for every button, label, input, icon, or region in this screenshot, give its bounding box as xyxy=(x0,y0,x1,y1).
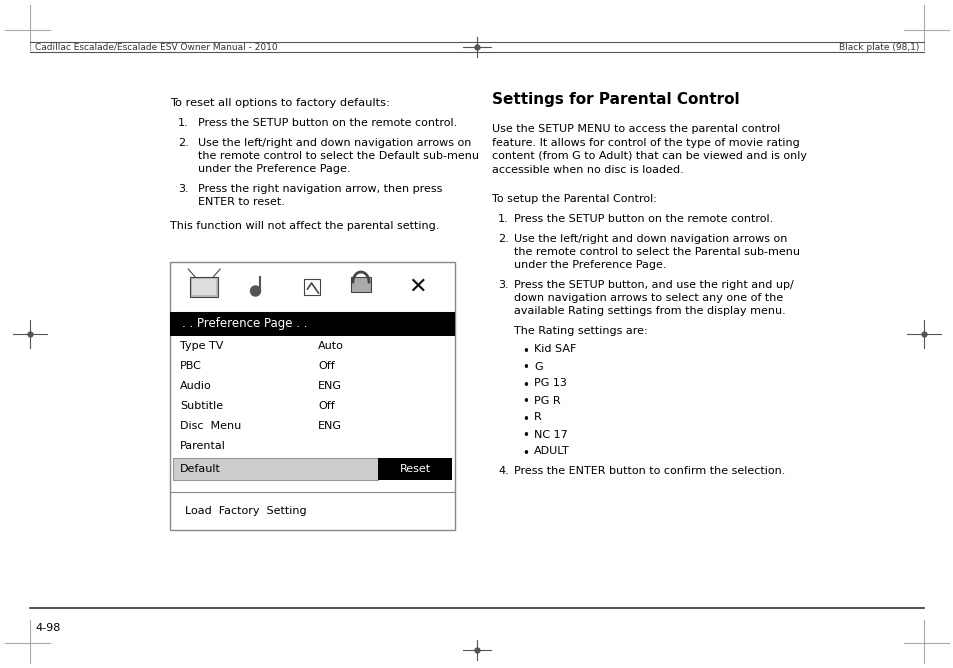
Text: •: • xyxy=(521,395,528,409)
Text: The Rating settings are:: The Rating settings are: xyxy=(514,327,647,337)
Text: •: • xyxy=(521,345,528,357)
Text: Use the left/right and down navigation arrows on
the remote control to select th: Use the left/right and down navigation a… xyxy=(198,138,478,174)
Text: Press the SETUP button, and use the right and up/
down navigation arrows to sele: Press the SETUP button, and use the righ… xyxy=(514,280,793,317)
Text: •: • xyxy=(521,430,528,442)
Text: 3.: 3. xyxy=(178,184,189,194)
Text: Auto: Auto xyxy=(318,341,344,351)
Text: Audio: Audio xyxy=(180,381,212,391)
Text: Off: Off xyxy=(318,361,335,371)
Text: To reset all options to factory defaults:: To reset all options to factory defaults… xyxy=(170,98,390,108)
Text: 1.: 1. xyxy=(497,214,508,224)
Text: •: • xyxy=(521,413,528,426)
Text: R: R xyxy=(534,413,541,422)
Text: Black plate (98,1): Black plate (98,1) xyxy=(838,43,918,51)
Text: To setup the Parental Control:: To setup the Parental Control: xyxy=(492,194,657,204)
Bar xyxy=(192,279,216,295)
Text: 3.: 3. xyxy=(497,280,508,290)
Text: ENG: ENG xyxy=(318,421,342,431)
Text: ADULT: ADULT xyxy=(534,446,569,456)
Text: 4-98: 4-98 xyxy=(35,623,60,633)
Text: 2.: 2. xyxy=(497,234,508,244)
Text: •: • xyxy=(521,379,528,391)
Text: Kid SAF: Kid SAF xyxy=(534,345,576,355)
Text: Press the SETUP button on the remote control.: Press the SETUP button on the remote con… xyxy=(514,214,773,224)
Text: 4.: 4. xyxy=(497,466,508,476)
Text: Settings for Parental Control: Settings for Parental Control xyxy=(492,92,739,107)
Text: ENG: ENG xyxy=(318,381,342,391)
Text: Cadillac Escalade/Escalade ESV Owner Manual - 2010: Cadillac Escalade/Escalade ESV Owner Man… xyxy=(35,43,277,51)
Bar xyxy=(170,312,455,336)
Text: PG R: PG R xyxy=(534,395,560,405)
Text: Default: Default xyxy=(180,464,221,474)
Bar xyxy=(170,262,455,530)
Text: Type TV: Type TV xyxy=(180,341,223,351)
Bar xyxy=(377,458,452,480)
Text: PG 13: PG 13 xyxy=(534,379,566,389)
Text: Subtitle: Subtitle xyxy=(180,401,223,411)
Text: 2.: 2. xyxy=(178,138,189,148)
Text: Reset: Reset xyxy=(399,464,430,474)
Text: Off: Off xyxy=(318,401,335,411)
Circle shape xyxy=(251,286,260,296)
Text: Disc  Menu: Disc Menu xyxy=(180,421,241,431)
Text: Press the ENTER button to confirm the selection.: Press the ENTER button to confirm the se… xyxy=(514,466,784,476)
Bar xyxy=(172,458,377,480)
Bar xyxy=(304,279,320,295)
Text: Press the SETUP button on the remote control.: Press the SETUP button on the remote con… xyxy=(198,118,456,128)
Text: G: G xyxy=(534,361,542,371)
Text: NC 17: NC 17 xyxy=(534,430,567,440)
Text: Press the right navigation arrow, then press
ENTER to reset.: Press the right navigation arrow, then p… xyxy=(198,184,442,207)
Text: Use the SETUP MENU to access the parental control
feature. It allows for control: Use the SETUP MENU to access the parenta… xyxy=(492,124,806,175)
Text: Parental: Parental xyxy=(180,441,226,451)
Text: This function will not affect the parental setting.: This function will not affect the parent… xyxy=(170,221,439,231)
Text: 1.: 1. xyxy=(178,118,189,128)
Text: Use the left/right and down navigation arrows on
the remote control to select th: Use the left/right and down navigation a… xyxy=(514,234,800,270)
Text: ✕: ✕ xyxy=(408,277,427,297)
Bar xyxy=(190,277,218,297)
Text: PBC: PBC xyxy=(180,361,202,371)
Text: Load  Factory  Setting: Load Factory Setting xyxy=(185,506,306,516)
Text: . . Preference Page . .: . . Preference Page . . xyxy=(182,317,307,331)
Text: •: • xyxy=(521,361,528,375)
Text: •: • xyxy=(521,446,528,460)
Bar xyxy=(351,277,371,292)
